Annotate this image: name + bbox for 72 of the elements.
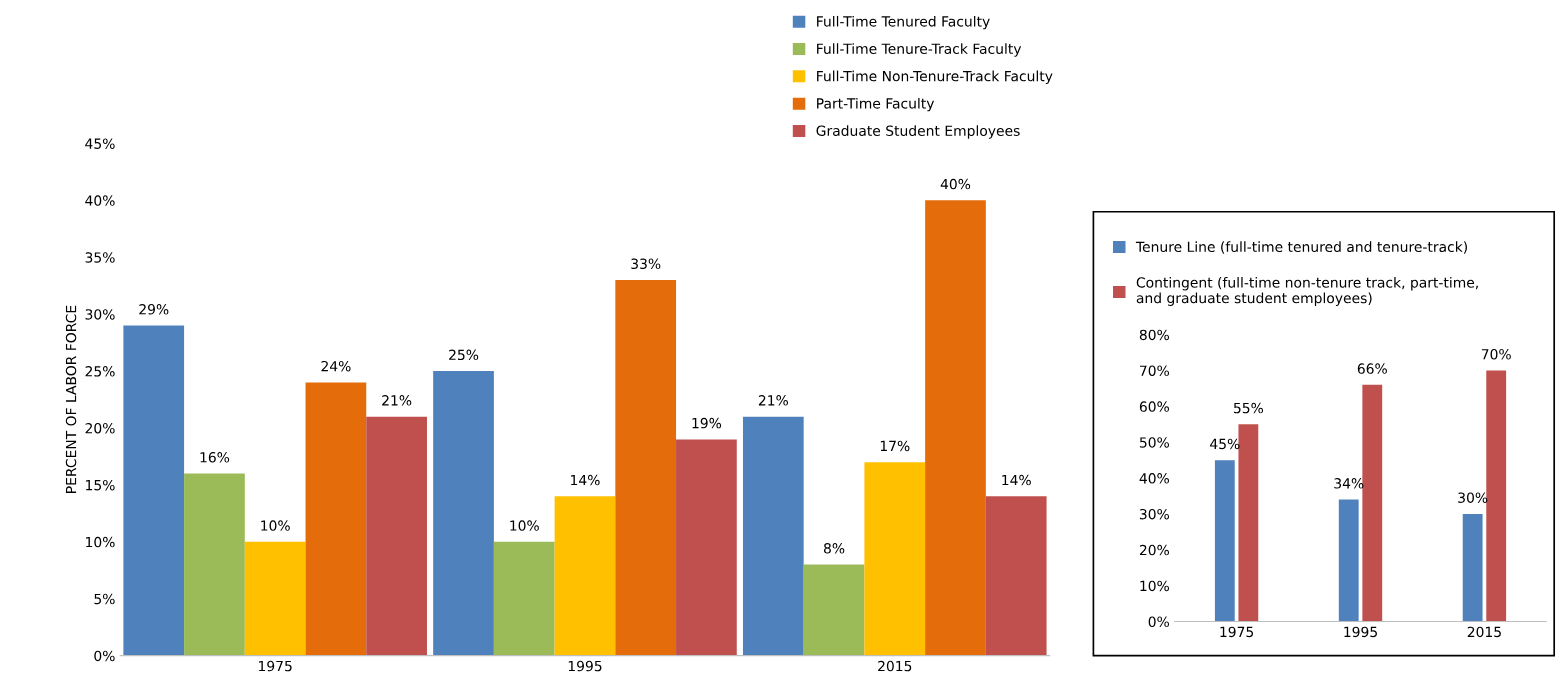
bar <box>554 496 616 656</box>
y-tick-label: 10% <box>1140 580 1169 592</box>
y-tick-label: 40% <box>1139 473 1169 484</box>
x-tick-label: 2015 <box>878 660 912 672</box>
bar <box>493 541 555 656</box>
bar <box>366 416 427 656</box>
bar <box>1486 370 1507 622</box>
bar <box>925 200 986 656</box>
bar <box>742 416 804 656</box>
y-tick-label: 5% <box>94 593 115 605</box>
legend-label: Part-Time Faculty <box>817 97 935 112</box>
bar <box>305 382 367 656</box>
x-tick-label: 1975 <box>1220 626 1254 638</box>
y-tick-label: 15% <box>86 479 115 491</box>
data-label: 25% <box>449 349 479 361</box>
data-label: 70% <box>1481 349 1511 360</box>
bar <box>244 541 306 656</box>
x-tick-label: 2015 <box>1467 626 1501 638</box>
legend-label: Full-Time Non-Tenure-Track Faculty <box>817 70 1053 85</box>
data-label: 21% <box>758 395 788 406</box>
y-tick-label: 50% <box>1139 437 1169 448</box>
bar <box>676 439 737 656</box>
y-tick-label: 0% <box>1148 616 1169 627</box>
bar <box>184 473 245 656</box>
data-label: 55% <box>1233 402 1264 414</box>
bar <box>1462 513 1483 622</box>
bar <box>615 280 677 656</box>
data-label: 8% <box>823 543 845 554</box>
legend-label: Full-Time Tenure-Track Faculty <box>817 43 1022 57</box>
bar <box>433 371 494 656</box>
legend-label: Contingent (full-time non-tenure track, part-time, and graduate student employees) <box>1136 276 1478 306</box>
data-label: 33% <box>631 258 661 270</box>
y-axis-title: PERCENT OF LABOR FORCE <box>65 305 77 493</box>
y-tick-label: 40% <box>85 195 115 206</box>
legend-label: Graduate Student Employees <box>816 125 1020 139</box>
y-tick-label: 30% <box>85 309 115 320</box>
y-tick-label: 10% <box>86 536 115 548</box>
y-tick-label: 35% <box>85 252 115 263</box>
bar <box>864 462 926 656</box>
data-label: 16% <box>200 452 230 463</box>
bar <box>985 496 1047 656</box>
bar <box>1214 460 1235 622</box>
x-tick-label: 1995 <box>568 660 602 672</box>
y-tick-label: 0% <box>94 650 115 662</box>
y-tick-label: 30% <box>1139 508 1169 520</box>
y-tick-label: 45% <box>85 138 115 149</box>
y-tick-label: 20% <box>1139 544 1169 556</box>
y-tick-label: 20% <box>85 422 115 434</box>
data-label: 21% <box>382 395 412 406</box>
data-label: 29% <box>139 304 169 315</box>
data-label: 14% <box>1002 474 1031 486</box>
data-label: 10% <box>261 520 290 531</box>
bar <box>123 325 185 656</box>
data-label: 10% <box>510 520 539 531</box>
data-label: 40% <box>940 178 971 190</box>
y-tick-label: 70% <box>1140 365 1169 376</box>
y-tick-label: 80% <box>1139 329 1169 341</box>
data-label: 24% <box>321 360 351 372</box>
x-tick-label: 1975 <box>259 660 292 672</box>
bar <box>1362 384 1383 622</box>
bar <box>1238 424 1259 622</box>
legend-label: Full-Time Tenured Faculty <box>817 15 990 30</box>
legend-label: Tenure Line (full-time tenured and tenure-track) <box>1135 241 1467 254</box>
x-tick-label: 1995 <box>1344 626 1377 638</box>
y-tick-label: 60% <box>1139 401 1169 412</box>
bar <box>1338 499 1359 622</box>
data-label: 14% <box>571 474 600 486</box>
y-tick-label: 25% <box>85 366 115 377</box>
data-label: 17% <box>880 440 910 452</box>
bar <box>803 564 865 656</box>
data-label: 66% <box>1357 363 1387 374</box>
data-label: 19% <box>692 417 722 429</box>
